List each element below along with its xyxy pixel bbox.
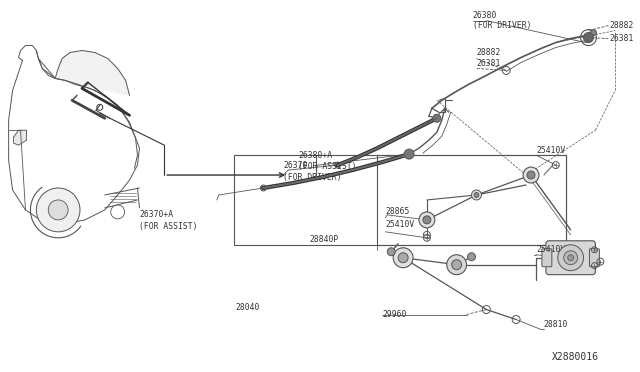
- FancyBboxPatch shape: [546, 241, 595, 275]
- FancyBboxPatch shape: [542, 249, 552, 267]
- Text: (FOR ASSIST): (FOR ASSIST): [140, 222, 198, 231]
- Bar: [378, 155, 566, 245]
- Circle shape: [452, 260, 461, 270]
- Text: 28882: 28882: [609, 21, 634, 30]
- Circle shape: [527, 171, 535, 179]
- Circle shape: [423, 216, 431, 224]
- Circle shape: [468, 253, 476, 261]
- Circle shape: [393, 248, 413, 268]
- Text: 26370: 26370: [283, 161, 308, 170]
- Text: 28810: 28810: [544, 320, 568, 329]
- Text: 25410V: 25410V: [536, 245, 565, 254]
- Text: (FOR ASSIST): (FOR ASSIST): [298, 161, 356, 171]
- Text: 28882: 28882: [477, 48, 501, 57]
- Circle shape: [591, 30, 596, 36]
- Text: 28840P: 28840P: [309, 235, 338, 244]
- Circle shape: [433, 114, 441, 122]
- Polygon shape: [13, 130, 26, 145]
- Bar: [234, 155, 566, 245]
- Text: 25410V: 25410V: [536, 145, 565, 155]
- Circle shape: [564, 251, 577, 265]
- Circle shape: [523, 167, 539, 183]
- Circle shape: [568, 255, 573, 261]
- Circle shape: [584, 33, 593, 42]
- Circle shape: [419, 212, 435, 228]
- Text: 29960: 29960: [382, 310, 406, 319]
- Text: 26381: 26381: [477, 59, 501, 68]
- Circle shape: [558, 245, 584, 271]
- Text: 28865: 28865: [385, 208, 410, 217]
- Text: X2880016: X2880016: [552, 352, 599, 362]
- Circle shape: [36, 188, 80, 232]
- Circle shape: [404, 149, 414, 159]
- Circle shape: [398, 253, 408, 263]
- FancyBboxPatch shape: [589, 249, 600, 267]
- Text: 26380: 26380: [472, 11, 497, 20]
- Text: 26370+A: 26370+A: [140, 211, 173, 219]
- Circle shape: [447, 255, 467, 275]
- Circle shape: [472, 190, 481, 200]
- Polygon shape: [55, 51, 129, 95]
- Text: 28040: 28040: [236, 303, 260, 312]
- Circle shape: [48, 200, 68, 220]
- Text: (FOR DRIVER): (FOR DRIVER): [283, 173, 342, 182]
- Text: (FOR DRIVER): (FOR DRIVER): [472, 21, 531, 30]
- Circle shape: [387, 248, 396, 256]
- Text: 25410V: 25410V: [385, 220, 415, 230]
- Circle shape: [474, 192, 479, 198]
- Text: 26380+A: 26380+A: [298, 151, 332, 160]
- Text: 26381: 26381: [609, 34, 634, 43]
